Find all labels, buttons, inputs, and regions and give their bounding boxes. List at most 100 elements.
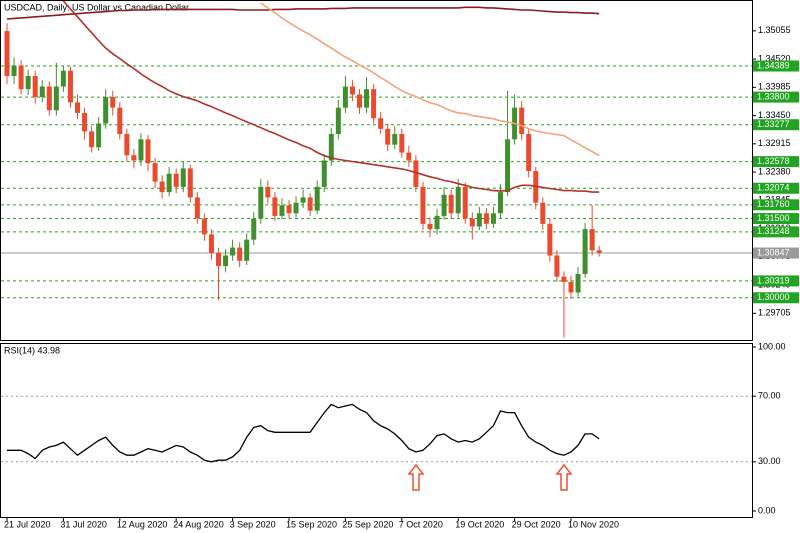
level-box — [753, 60, 799, 72]
candle-body — [237, 247, 243, 261]
candle-body — [596, 250, 602, 253]
candle-body — [279, 205, 285, 216]
candle-body — [498, 192, 503, 214]
candle-body — [39, 86, 45, 98]
candle-body — [152, 163, 158, 182]
candle-body — [258, 186, 264, 219]
candle-body — [32, 75, 38, 98]
up-arrow — [555, 463, 573, 491]
candle-body — [67, 70, 73, 103]
candle-body — [131, 155, 137, 161]
current-price-label: 1.30847 — [757, 247, 790, 257]
candle-body — [18, 65, 24, 90]
candle-body — [490, 213, 496, 224]
candle-body — [582, 229, 588, 274]
candle-body — [293, 202, 299, 214]
x-tick-label: 25 Sep 2020 — [342, 519, 393, 529]
candle-body — [75, 102, 80, 113]
x-tick-label: 21 Jul 2020 — [4, 519, 51, 529]
candle-body — [462, 186, 468, 219]
current-price-box — [753, 247, 799, 259]
x-tick-label: 3 Sep 2020 — [230, 519, 276, 529]
x-tick-label: 15 Sep 2020 — [286, 519, 337, 529]
level-label: 1.32578 — [757, 156, 790, 166]
candle-body — [427, 223, 433, 230]
line-series — [62, 0, 600, 193]
level-box — [753, 213, 799, 225]
level-box — [753, 91, 799, 103]
candle-body — [561, 276, 567, 282]
level-label: 1.30319 — [757, 275, 790, 285]
level-box — [753, 156, 799, 168]
candle-body — [434, 215, 440, 230]
level-label: 1.31500 — [757, 213, 790, 223]
level-box — [753, 292, 799, 304]
candle-body — [314, 186, 320, 211]
level-label: 1.33277 — [757, 119, 790, 129]
candle-body — [117, 107, 123, 135]
candle-body — [469, 218, 475, 227]
candle-body — [82, 112, 88, 132]
candle-body — [420, 186, 426, 224]
chart-title: USDCAD, Daily: US Dollar vs Canadian Dol… — [4, 2, 189, 12]
line-series — [6, 6, 600, 20]
candle-body — [251, 218, 257, 240]
candle-body — [455, 186, 461, 214]
candle-body — [89, 131, 95, 148]
level-box — [753, 119, 799, 131]
y-tick-label: 1.34520 — [758, 53, 791, 63]
candle-body — [349, 86, 355, 95]
candle-body — [483, 213, 489, 224]
candle-body — [568, 281, 574, 293]
up-arrow — [407, 463, 425, 491]
x-tick-label: 29 Oct 2020 — [512, 519, 561, 529]
candle-body — [321, 160, 327, 187]
y-tick-label: 100.00 — [758, 341, 786, 351]
candle-body — [519, 107, 525, 135]
candle-body — [476, 213, 482, 227]
candle-body — [208, 234, 214, 253]
candle-body — [448, 194, 454, 214]
candle-body — [46, 86, 52, 111]
level-label: 1.31760 — [757, 199, 790, 209]
candle-body — [272, 197, 278, 216]
y-tick-label: 30.00 — [758, 456, 781, 466]
candle-body — [371, 89, 377, 119]
level-label: 1.30000 — [757, 292, 790, 302]
candle-body — [11, 65, 17, 76]
candle-body — [554, 255, 560, 277]
level-box — [753, 182, 799, 194]
candle-body — [230, 247, 236, 256]
x-tick-label: 10 Nov 2020 — [568, 519, 619, 529]
candle-body — [159, 181, 165, 193]
y-tick-label: 1.32915 — [758, 138, 791, 148]
candle-body — [300, 197, 306, 203]
rsi-panel-frame — [0, 343, 753, 518]
candle-body — [173, 173, 179, 187]
candle-body — [441, 194, 447, 216]
candle-body — [342, 86, 348, 108]
candle-body — [505, 139, 511, 193]
x-tick-label: 31 Jul 2020 — [60, 519, 107, 529]
candle-body — [216, 252, 221, 267]
level-box — [753, 275, 799, 287]
candle-body — [244, 239, 250, 261]
candle-body — [406, 152, 412, 161]
y-tick-label: 1.33985 — [758, 82, 791, 92]
candle-body — [53, 86, 59, 111]
candle-body — [540, 202, 546, 224]
line-series — [7, 403, 600, 463]
y-tick-label: 1.35055 — [758, 25, 791, 35]
candle-body — [187, 168, 193, 198]
candle-body — [286, 205, 292, 214]
candle-body — [103, 97, 109, 124]
candle-body — [307, 197, 313, 211]
candle-body — [194, 197, 200, 219]
y-tick-label: 1.29705 — [758, 308, 791, 318]
candle-body — [589, 229, 595, 251]
y-tick-label: 70.00 — [758, 391, 781, 401]
candle-body — [385, 128, 391, 145]
candle-body — [145, 139, 151, 164]
candle-body — [575, 273, 581, 293]
